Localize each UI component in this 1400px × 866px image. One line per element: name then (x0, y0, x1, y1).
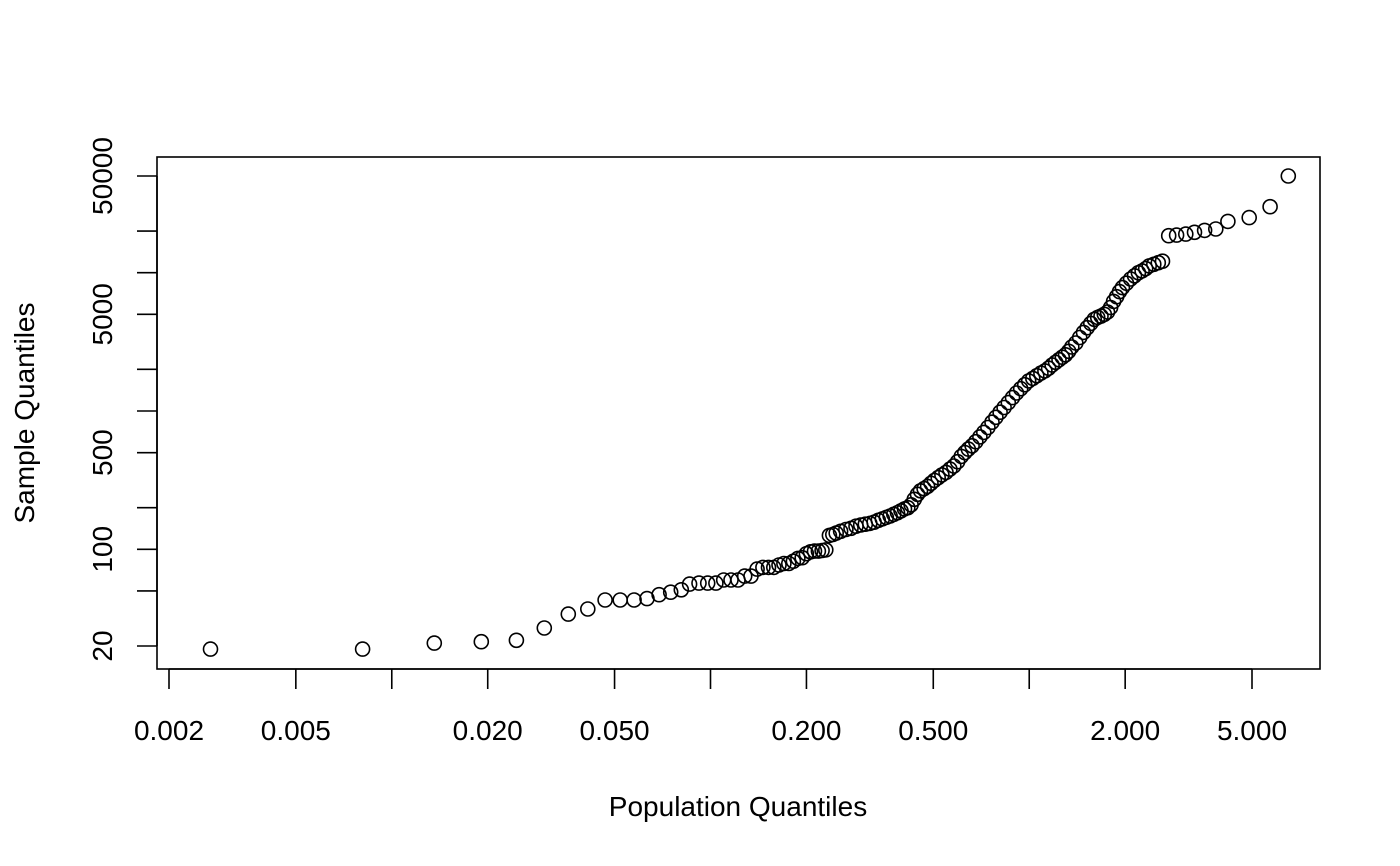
data-point (662, 584, 679, 601)
data-point (755, 559, 771, 576)
data-point (1118, 275, 1135, 292)
y-axis: 20 100 500 5000 50000 (87, 137, 158, 662)
data-point (612, 592, 629, 608)
data-point (964, 437, 980, 454)
data-points (202, 168, 1297, 657)
data-point (1178, 226, 1194, 242)
data-point (626, 592, 642, 608)
data-point (673, 581, 690, 598)
data-point (354, 641, 371, 657)
data-point (785, 553, 802, 570)
y-tick-label: 5000 (87, 283, 118, 345)
data-point (1220, 213, 1236, 230)
data-point (1160, 227, 1177, 244)
data-point (202, 641, 219, 657)
data-point (1126, 267, 1143, 284)
data-point (967, 433, 984, 450)
data-point (776, 555, 792, 572)
data-point (934, 467, 950, 483)
x-tick-label: 0.050 (580, 715, 650, 746)
data-point (1262, 198, 1278, 215)
data-point (794, 549, 811, 566)
data-point (988, 409, 1004, 426)
data-point (975, 424, 992, 441)
data-point (1114, 279, 1131, 296)
x-tick-label: 0.200 (771, 715, 841, 746)
data-point (1280, 168, 1297, 184)
plot-frame (156, 156, 1321, 670)
data-point (473, 633, 490, 650)
x-tick-label: 0.002 (134, 715, 204, 746)
data-point (760, 559, 777, 576)
data-point (984, 414, 1000, 431)
data-point (1241, 209, 1257, 226)
data-point (597, 592, 613, 608)
data-point (1025, 370, 1041, 387)
data-point (651, 586, 667, 603)
data-point (972, 429, 988, 445)
x-tick-label: 0.020 (453, 715, 523, 746)
data-point (1208, 221, 1224, 237)
data-point (426, 635, 443, 651)
data-point (691, 575, 707, 591)
y-tick-label: 50000 (87, 137, 118, 215)
y-axis-title: Sample Quantiles (9, 302, 40, 523)
data-point (560, 606, 577, 622)
data-point (1000, 394, 1017, 411)
data-point (1154, 253, 1171, 270)
data-point (930, 469, 947, 486)
data-point (1008, 385, 1025, 401)
data-point (1012, 380, 1029, 397)
data-point (536, 620, 553, 636)
data-point (749, 561, 765, 577)
x-axis: 0.002 0.005 0.020 0.050 0.200 0.500 2.000 5.000 (134, 668, 1287, 746)
data-point (1137, 260, 1154, 277)
data-point (1186, 224, 1203, 241)
data-point (992, 404, 1008, 421)
data-point (1196, 222, 1213, 239)
data-point (1004, 389, 1021, 406)
data-point (699, 575, 716, 591)
data-point (806, 543, 823, 559)
data-point (1029, 367, 1045, 384)
x-tick-label: 0.005 (261, 715, 331, 746)
data-point (1020, 373, 1037, 389)
data-point (736, 568, 753, 584)
data-point (681, 576, 698, 592)
y-tick-label: 500 (87, 429, 118, 476)
data-point (817, 542, 834, 558)
data-point (996, 399, 1012, 416)
data-point (1064, 339, 1080, 355)
x-axis-title: Population Quantiles (609, 791, 867, 822)
data-point (508, 632, 525, 649)
data-point (708, 575, 724, 591)
x-tick-label: 5.000 (1217, 715, 1287, 746)
y-tick-label: 20 (87, 630, 118, 661)
x-tick-label: 0.500 (898, 715, 968, 746)
y-tick-label: 100 (87, 526, 118, 573)
data-point (1168, 227, 1185, 243)
data-point (1071, 329, 1088, 346)
x-tick-label: 2.000 (1090, 715, 1160, 746)
data-point (980, 419, 996, 436)
data-point (945, 458, 962, 474)
data-point (579, 601, 596, 617)
